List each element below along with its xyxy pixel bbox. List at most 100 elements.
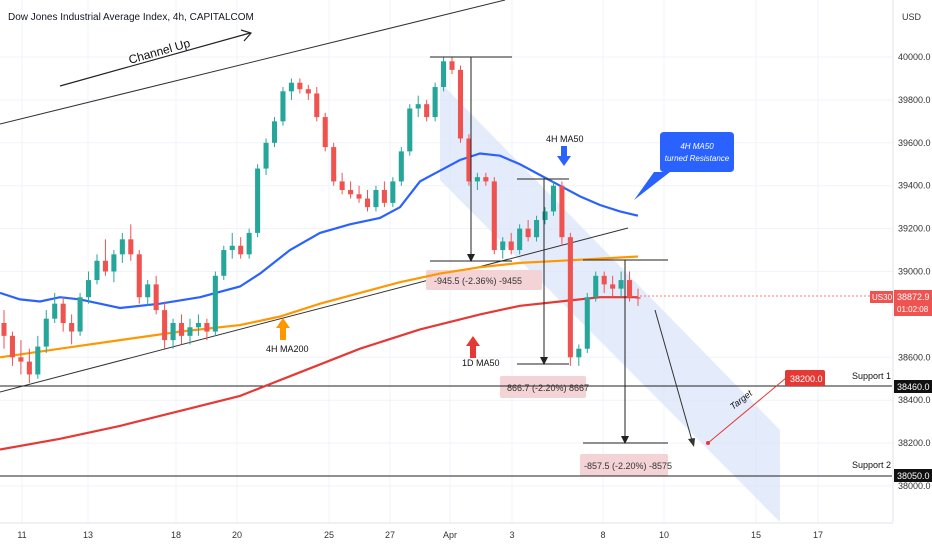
candle-body <box>280 91 286 122</box>
candle <box>373 185 379 212</box>
measure-label-1: -945.5 (-2.36%) -9455 <box>434 276 522 286</box>
candle <box>390 177 396 208</box>
candle-body <box>618 280 624 289</box>
candle-body <box>204 322 210 332</box>
ma200-4h-arrow-icon <box>276 318 290 340</box>
candle-body <box>567 237 573 358</box>
candle-body <box>255 168 261 233</box>
candle <box>94 254 100 285</box>
candle-body <box>170 322 176 341</box>
x-tick-label: 18 <box>171 530 181 540</box>
candle <box>187 318 193 345</box>
candle-body <box>415 104 421 109</box>
x-tick-label: 8 <box>600 530 605 540</box>
candle <box>466 134 472 186</box>
ma50-4h-label: 4H MA50 <box>546 134 584 144</box>
time-axis[interactable] <box>0 523 893 550</box>
candle <box>381 181 387 208</box>
candle-body <box>322 117 328 148</box>
candle <box>128 224 134 261</box>
candle <box>178 314 185 345</box>
support-1-price: 38460.0 <box>897 382 930 392</box>
support-1-price-badge <box>894 380 932 393</box>
candle-body <box>593 275 599 298</box>
x-tick-label: 25 <box>324 530 334 540</box>
candle <box>204 318 210 341</box>
candle-body <box>407 108 413 152</box>
candle-body <box>449 61 455 70</box>
candle-body <box>508 241 514 251</box>
candle <box>212 271 218 336</box>
candle-body <box>43 318 49 347</box>
candle-body <box>627 280 633 298</box>
candle-body <box>238 245 244 255</box>
candle-body <box>69 322 75 332</box>
candle-body <box>457 69 464 139</box>
candle-body <box>178 322 185 336</box>
candle <box>525 220 531 242</box>
y-tick-labels: 40000.0 39800.0 39600.0 39400.0 39200.0 39000… <box>898 52 931 491</box>
candle-body <box>432 87 438 118</box>
candle-body <box>297 82 303 90</box>
candle <box>449 57 455 75</box>
y-tick-label: 39400.0 <box>898 181 931 191</box>
descending-channel <box>440 82 780 522</box>
candle-body <box>559 185 565 238</box>
candle <box>255 164 261 238</box>
candle-body <box>136 254 142 298</box>
candle-body <box>381 189 387 203</box>
x-tick-label: 17 <box>813 530 823 540</box>
candle <box>9 331 15 366</box>
candle-body <box>339 181 345 190</box>
candle <box>415 95 421 118</box>
candle <box>119 232 125 263</box>
candle <box>407 104 413 156</box>
ma50-4h-line <box>0 152 639 310</box>
callout-line-1: 4H MA50 <box>680 142 714 151</box>
candle <box>35 335 41 379</box>
ma50-1d-arrow-icon <box>466 336 480 358</box>
candle-body <box>85 280 92 298</box>
candle-body <box>187 327 193 336</box>
x-tick-label: 13 <box>83 530 93 540</box>
candle-body <box>348 189 354 195</box>
candle-body <box>331 147 337 182</box>
price-axis[interactable] <box>893 0 932 550</box>
ma50-1d-label: 1D MA50 <box>462 358 500 368</box>
candle <box>314 87 320 122</box>
candle <box>288 78 294 100</box>
x-tick-label: 11 <box>17 530 26 540</box>
candle-body <box>398 151 404 182</box>
y-tick-label: 40000.0 <box>898 52 931 62</box>
candle-body <box>441 61 447 88</box>
x-tick-label: Apr <box>443 530 457 540</box>
callout-line-2: turned Resistance <box>665 154 730 163</box>
candle-body <box>26 361 32 375</box>
support-2-price: 38050.0 <box>897 471 930 481</box>
candle <box>356 185 362 203</box>
candle-body <box>288 82 294 92</box>
measure-box-2 <box>500 376 586 398</box>
candle-body <box>35 346 41 375</box>
candle <box>280 87 286 126</box>
candle <box>398 147 404 186</box>
candle-body <box>601 275 607 285</box>
candle <box>584 292 590 354</box>
candle <box>162 301 168 349</box>
y-tick-label: 38400.0 <box>898 395 931 405</box>
candle-body <box>474 177 480 182</box>
candle <box>69 314 75 345</box>
measure-box-1 <box>426 270 542 290</box>
candle <box>483 172 489 186</box>
candle <box>322 112 328 152</box>
candle <box>229 232 235 259</box>
candle <box>618 271 624 298</box>
candle-body <box>534 220 540 238</box>
candle <box>441 57 447 92</box>
last-price-text: 38872.9 <box>897 292 930 302</box>
x-tick-label: 15 <box>751 530 761 540</box>
candle <box>26 348 32 384</box>
candle-body <box>229 245 235 251</box>
candle <box>221 245 227 281</box>
